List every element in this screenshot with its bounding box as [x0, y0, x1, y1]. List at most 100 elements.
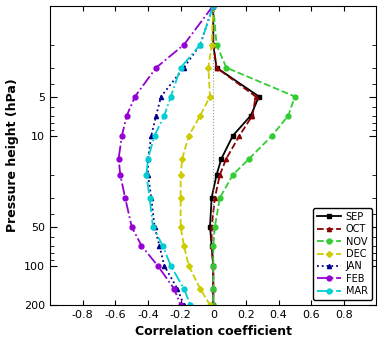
NOV [211, 244, 215, 248]
JAN [162, 264, 167, 268]
SEP [257, 95, 261, 99]
MAR [168, 264, 173, 268]
Line: JAN: JAN [146, 3, 215, 307]
SEP [211, 3, 215, 8]
MAR [211, 3, 215, 8]
FEB [154, 66, 159, 70]
NOV [270, 133, 274, 138]
MAR [168, 95, 173, 99]
Y-axis label: Pressure height (hPa): Pressure height (hPa) [6, 78, 19, 232]
JAN [181, 303, 186, 307]
NOV [247, 157, 251, 161]
FEB [120, 133, 124, 138]
NOV [224, 66, 228, 70]
DEC [186, 133, 191, 138]
DEC [211, 3, 215, 8]
NOV [231, 173, 235, 177]
MAR [178, 66, 183, 70]
JAN [159, 95, 163, 99]
MAR [198, 43, 202, 47]
JAN [154, 114, 159, 118]
OCT [237, 133, 242, 138]
OCT [211, 3, 215, 8]
Line: NOV: NOV [211, 3, 297, 308]
OCT [211, 303, 215, 307]
NOV [286, 114, 291, 118]
FEB [155, 264, 160, 268]
OCT [211, 264, 215, 268]
SEP [211, 287, 215, 291]
SEP [219, 157, 224, 161]
OCT [214, 66, 219, 70]
Line: SEP: SEP [208, 3, 261, 307]
MAR [144, 173, 149, 177]
MAR [152, 133, 157, 138]
FEB [123, 196, 128, 200]
MAR [162, 114, 167, 118]
DEC [178, 225, 183, 229]
JAN [146, 173, 150, 177]
NOV [213, 225, 217, 229]
DEC [209, 43, 214, 47]
FEB [118, 173, 123, 177]
MAR [181, 287, 186, 291]
SEP [209, 196, 214, 200]
FEB [181, 43, 186, 47]
MAR [147, 196, 152, 200]
JAN [157, 244, 162, 248]
OCT [250, 114, 255, 118]
MAR [160, 244, 165, 248]
FEB [172, 287, 176, 291]
NOV [211, 264, 215, 268]
OCT [209, 244, 214, 248]
FEB [211, 3, 215, 8]
OCT [209, 225, 214, 229]
OCT [217, 173, 222, 177]
OCT [224, 157, 228, 161]
NOV [293, 95, 297, 99]
JAN [149, 196, 154, 200]
SEP [209, 244, 214, 248]
FEB [178, 303, 183, 307]
OCT [213, 196, 217, 200]
MAR [151, 225, 155, 229]
SEP [211, 303, 215, 307]
SEP [211, 43, 215, 47]
DEC [206, 66, 210, 70]
JAN [211, 3, 215, 8]
JAN [152, 225, 157, 229]
DEC [180, 157, 185, 161]
FEB [117, 157, 121, 161]
SEP [231, 133, 235, 138]
FEB [125, 114, 129, 118]
JAN [198, 43, 202, 47]
NOV [211, 3, 215, 8]
MAR [146, 157, 150, 161]
X-axis label: Correlation coefficient: Correlation coefficient [135, 325, 292, 338]
OCT [253, 95, 258, 99]
NOV [214, 43, 219, 47]
FEB [129, 225, 134, 229]
Line: OCT: OCT [210, 3, 258, 307]
DEC [208, 95, 212, 99]
JAN [175, 287, 180, 291]
Line: FEB: FEB [116, 3, 216, 308]
NOV [211, 287, 215, 291]
SEP [214, 66, 219, 70]
NOV [211, 303, 215, 307]
JAN [146, 157, 150, 161]
MAR [188, 303, 193, 307]
DEC [208, 303, 212, 307]
DEC [198, 287, 202, 291]
SEP [249, 114, 253, 118]
OCT [211, 43, 215, 47]
NOV [217, 196, 222, 200]
Legend: SEP, OCT, NOV, DEC, JAN, FEB, MAR: SEP, OCT, NOV, DEC, JAN, FEB, MAR [312, 208, 372, 300]
DEC [186, 264, 191, 268]
FEB [133, 95, 137, 99]
Line: MAR: MAR [144, 3, 216, 308]
Line: DEC: DEC [178, 3, 215, 307]
DEC [181, 244, 186, 248]
OCT [211, 287, 215, 291]
JAN [149, 133, 154, 138]
